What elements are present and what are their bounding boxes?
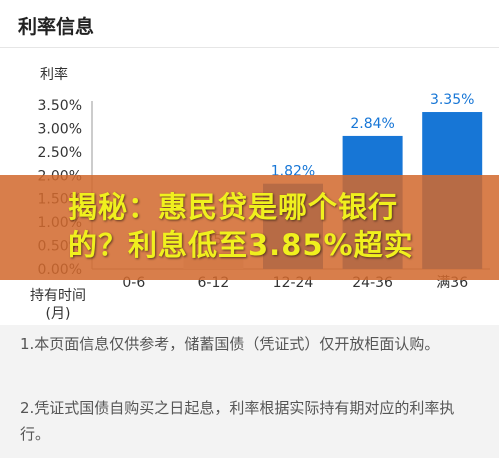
y-tick-label: 2.50%	[38, 145, 82, 161]
y-axis-title: 利率	[40, 66, 68, 83]
data-label-24-36: 2.84%	[350, 116, 394, 132]
note-item-2: 2.凭证式国债自购买之日起息，利率根据实际持有期对应的利率执行。	[20, 399, 455, 443]
x-axis-title: 持有时间(月)	[30, 288, 86, 322]
data-label-满36: 3.35%	[430, 92, 474, 108]
note-item-1: 1.本页面信息仅供参考，储蓄国债（凭证式）仅开放柜面认购。	[20, 335, 440, 353]
header-divider	[0, 47, 499, 48]
notes-section	[0, 329, 499, 458]
overlay-banner-text: 揭秘：惠民贷是哪个银行 的？利息低至3.85%超实	[68, 190, 414, 262]
overlay-banner	[0, 175, 499, 280]
y-tick-label: 3.00%	[38, 121, 82, 137]
y-tick-label: 3.50%	[38, 98, 82, 114]
page-title: 利率信息	[18, 16, 95, 38]
